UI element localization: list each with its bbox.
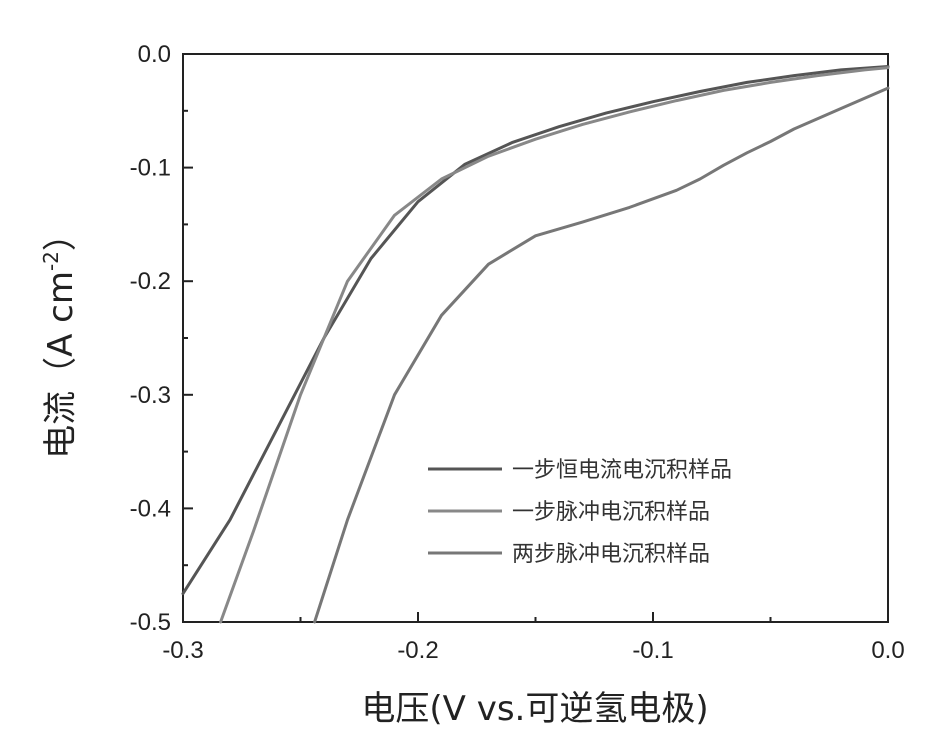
- legend: 一步恒电流电沉积样品 一步脉冲电沉积样品 两步脉冲电沉积样品: [428, 458, 732, 567]
- series-line-3: [313, 86, 890, 624]
- legend-label-1: 一步恒电流电沉积样品: [512, 458, 732, 483]
- series-line-2: [219, 66, 890, 624]
- y-axis-title-superscript: -2: [39, 251, 63, 271]
- series-lines: [181, 65, 890, 624]
- y-tick-label: -0.5: [130, 609, 171, 636]
- x-axis-title: 电压(V vs.可逆氢电极): [361, 689, 708, 729]
- y-axis-title-close: ）: [41, 217, 81, 251]
- y-tick-label: -0.1: [130, 155, 171, 182]
- y-tick-label: -0.4: [130, 495, 171, 522]
- x-tick-label: -0.2: [397, 637, 438, 664]
- y-axis-title-main: 电流（A cm: [41, 271, 81, 459]
- y-tick-label: 0.0: [138, 41, 171, 68]
- series-line-1: [181, 65, 890, 596]
- legend-label-3: 两步脉冲电沉积样品: [512, 542, 710, 567]
- legend-label-2: 一步脉冲电沉积样品: [512, 500, 710, 525]
- x-tick-label: 0.0: [871, 637, 904, 664]
- y-tick-label: -0.2: [130, 268, 171, 295]
- x-tick-label: -0.1: [632, 637, 673, 664]
- y-tick-label: -0.3: [130, 382, 171, 409]
- axis-ticks: -0.3 -0.2 -0.1 0.0 0.0 -0.1 -0.2 -0.3 -0.4 -0.5: [130, 41, 905, 664]
- y-axis-title: 电流（A cm-2）: [39, 217, 81, 459]
- x-tick-label: -0.3: [162, 637, 203, 664]
